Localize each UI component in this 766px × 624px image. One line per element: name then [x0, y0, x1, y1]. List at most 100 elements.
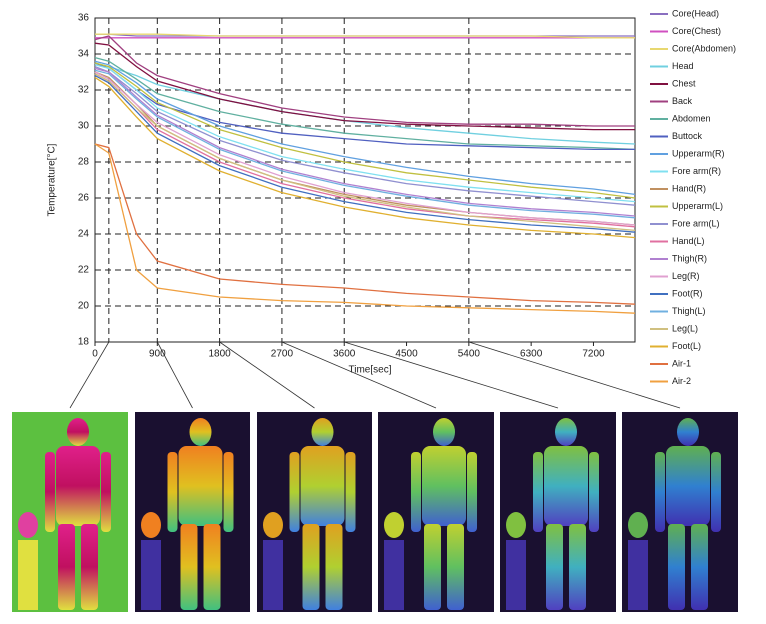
leg: [203, 524, 221, 610]
head: [433, 418, 455, 446]
series-line: [94, 65, 636, 206]
y-tick-label: 36: [78, 13, 90, 24]
leg: [691, 524, 708, 610]
torso: [422, 446, 466, 526]
series-line: [94, 64, 636, 203]
leg: [302, 524, 320, 610]
legend-label: Hand(L): [672, 236, 705, 246]
legend-label: Upperarm(R): [672, 148, 725, 158]
series-line: [94, 73, 636, 228]
leg: [569, 524, 586, 610]
small-head: [141, 512, 161, 538]
legend-label: Core(Abdomen): [672, 43, 736, 53]
small-body: [263, 540, 283, 610]
connector: [219, 341, 315, 409]
arm: [345, 452, 356, 532]
y-tick-label: 22: [78, 265, 90, 276]
legend-label: Thigh(L): [672, 306, 706, 316]
leg: [81, 524, 98, 610]
series-line: [94, 62, 636, 199]
arm: [167, 452, 178, 532]
arm: [101, 452, 111, 532]
legend-label: Foot(R): [672, 288, 703, 298]
legend-label: Upperarm(L): [672, 201, 723, 211]
legend-label: Core(Chest): [672, 26, 721, 36]
leg: [325, 524, 343, 610]
legend-label: Head: [672, 61, 694, 71]
torso: [666, 446, 710, 526]
leg: [546, 524, 563, 610]
legend-label: Air-1: [672, 358, 691, 368]
head: [67, 418, 89, 446]
arm: [533, 452, 543, 532]
y-tick-label: 20: [78, 301, 90, 312]
series-line: [94, 60, 636, 196]
x-tick-label: 6300: [520, 349, 543, 360]
small-head: [384, 512, 404, 538]
small-head: [628, 512, 648, 538]
y-tick-label: 26: [78, 193, 90, 204]
series-line: [94, 69, 636, 219]
series-line: [94, 143, 636, 305]
series-line: [94, 67, 636, 217]
thermal-image: [500, 412, 616, 612]
leg: [447, 524, 464, 610]
series-line: [94, 42, 635, 131]
head: [677, 418, 699, 446]
y-tick-label: 34: [78, 49, 90, 60]
series-line: [94, 56, 636, 151]
leg: [668, 524, 685, 610]
x-tick-label: 7200: [582, 349, 605, 360]
legend-label: Chest: [672, 78, 696, 88]
leg: [58, 524, 75, 610]
arm: [711, 452, 721, 532]
legend-label: Fore arm(L): [672, 218, 720, 228]
torso: [300, 446, 345, 526]
y-axis-label: Temperature[°C]: [47, 143, 58, 216]
series-line: [94, 35, 635, 127]
torso: [544, 446, 588, 526]
x-tick-label: 4500: [395, 349, 418, 360]
connector: [344, 341, 559, 409]
connector: [69, 341, 110, 409]
small-head: [506, 512, 526, 538]
y-tick-label: 32: [78, 85, 90, 96]
x-tick-label: 1800: [208, 349, 231, 360]
thermal-image: [622, 412, 738, 612]
series-line: [94, 76, 636, 239]
y-tick-label: 24: [78, 229, 90, 240]
head: [555, 418, 577, 446]
head: [311, 418, 334, 446]
thermal-image: [135, 412, 250, 612]
small-body: [18, 540, 38, 610]
small-body: [141, 540, 161, 610]
series-line: [94, 71, 636, 226]
y-tick-label: 30: [78, 121, 90, 132]
arm: [467, 452, 477, 532]
thermal-image: [12, 412, 128, 612]
torso: [56, 446, 100, 526]
connector: [281, 341, 437, 409]
connector: [468, 341, 681, 409]
small-body: [506, 540, 526, 610]
small-body: [384, 540, 404, 610]
arm: [223, 452, 234, 532]
torso: [178, 446, 223, 526]
x-tick-label: 2700: [271, 349, 294, 360]
legend-label: Thigh(R): [672, 253, 707, 263]
legend-label: Leg(R): [672, 271, 700, 281]
arm: [289, 452, 300, 532]
head: [189, 418, 212, 446]
legend-label: Fore arm(R): [672, 166, 721, 176]
x-tick-label: 900: [149, 349, 166, 360]
x-tick-label: 3600: [333, 349, 356, 360]
series-line: [94, 75, 636, 233]
legend-label: Buttock: [672, 131, 703, 141]
arm: [45, 452, 55, 532]
arm: [589, 452, 599, 532]
series-line: [94, 143, 636, 314]
legend-label: Abdomen: [672, 113, 711, 123]
small-head: [18, 512, 38, 538]
small-body: [628, 540, 648, 610]
